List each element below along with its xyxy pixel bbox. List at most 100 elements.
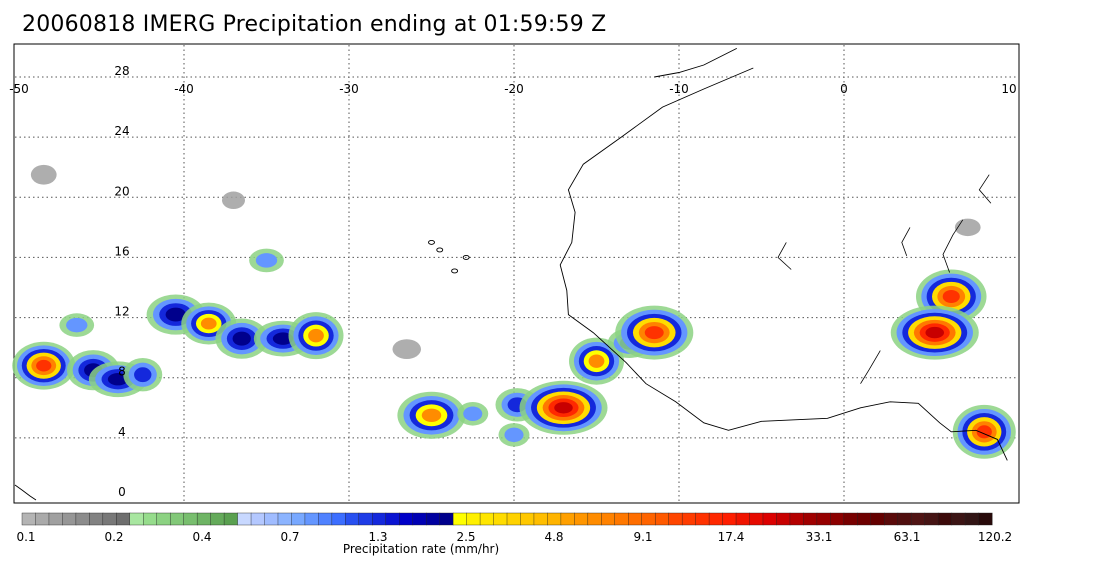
precipitation-cells xyxy=(12,164,1016,459)
colorbar-swatch xyxy=(210,512,225,526)
colorbar-tick-label: 0.1 xyxy=(16,530,35,544)
lon-tick-label: -40 xyxy=(174,82,194,96)
colorbar-tick-label: 2.5 xyxy=(456,530,475,544)
colorbar-swatch xyxy=(196,512,212,526)
precip-cell xyxy=(952,404,1016,459)
colorbar-swatch xyxy=(439,512,454,526)
colorbar-swatch xyxy=(399,512,414,526)
colorbar-swatch xyxy=(762,512,777,526)
colorbar-swatch xyxy=(681,512,697,526)
precip-cell xyxy=(397,391,466,439)
colorbar-swatch xyxy=(520,512,535,526)
colorbar-swatch xyxy=(479,512,495,526)
lat-tick-label: 24 xyxy=(114,124,129,138)
colorbar-swatch xyxy=(830,512,845,526)
island-outline xyxy=(462,254,470,260)
africa-coastline-north xyxy=(654,47,738,78)
colorbar-swatch xyxy=(21,512,36,526)
precip-cell xyxy=(215,318,269,359)
colorbar-swatch xyxy=(506,512,521,526)
colorbar-swatch xyxy=(924,512,939,526)
lon-tick-label: 0 xyxy=(840,82,848,96)
colorbar-swatch xyxy=(587,512,602,526)
colorbar-swatch xyxy=(776,512,791,526)
colorbar-swatch xyxy=(89,512,104,526)
map-title: 20060818 IMERG Precipitation ending at 0… xyxy=(22,12,607,37)
inland-water-outline xyxy=(901,227,911,257)
precip-cell xyxy=(30,164,57,185)
colorbar-swatch xyxy=(304,512,319,526)
colorbar-swatch xyxy=(789,512,804,526)
colorbar-swatch xyxy=(857,512,872,526)
lon-tick-label: -10 xyxy=(669,82,689,96)
colorbar-swatch xyxy=(601,512,616,526)
precip-cell xyxy=(954,218,981,237)
colorbar-swatch xyxy=(466,512,481,526)
colorbar-swatch xyxy=(264,512,279,526)
colorbar-tick-labels: 0.1 0.2 0.4 0.7 1.3 2.5 4.8 9.1 17.4 33.1 63.1 120.… xyxy=(16,530,1012,544)
colorbar-tick-label: 1.3 xyxy=(368,530,387,544)
colorbar-swatch xyxy=(62,512,77,526)
colorbar-swatch xyxy=(533,512,548,526)
colorbar-swatch xyxy=(372,512,387,526)
colorbar-label: Precipitation rate (mm/hr) xyxy=(343,542,499,556)
lon-tick-label: 10 xyxy=(1001,82,1016,96)
colorbar-swatch xyxy=(722,512,737,526)
colorbar-swatch xyxy=(654,512,670,526)
colorbar-swatch xyxy=(964,512,980,526)
lat-tick-label: 20 xyxy=(114,184,129,198)
colorbar-swatch xyxy=(641,512,656,526)
island-outline xyxy=(451,268,459,274)
colorbar-swatch xyxy=(951,512,966,526)
precip-cell xyxy=(498,423,530,447)
lon-tick-label: -50 xyxy=(9,82,29,96)
lat-tick-label: 8 xyxy=(118,365,126,379)
island-outline xyxy=(436,247,444,253)
precip-cell xyxy=(249,248,284,273)
colorbar-tick-label: 0.7 xyxy=(280,530,299,544)
colorbar-swatch xyxy=(116,512,131,526)
precip-cell xyxy=(890,305,979,360)
colorbar-tick-label: 9.1 xyxy=(633,530,652,544)
precip-cell xyxy=(12,341,76,390)
colorbar-swatch xyxy=(749,512,764,526)
colorbar-swatch xyxy=(560,512,575,526)
colorbar-swatch xyxy=(493,512,508,526)
precip-cell xyxy=(615,305,694,360)
precip-cell xyxy=(569,337,624,385)
colorbar-swatch xyxy=(129,512,144,526)
precip-cell xyxy=(123,358,163,392)
colorbar-tick-label: 4.8 xyxy=(544,530,563,544)
colorbar-swatch xyxy=(48,512,63,526)
colorbar-swatch xyxy=(102,512,117,526)
colorbar-swatch xyxy=(708,512,724,526)
precip-cell xyxy=(457,402,489,426)
lat-tick-label: 12 xyxy=(114,305,129,319)
colorbar-tick-label: 0.4 xyxy=(192,530,211,544)
colorbar-tick-label: 120.2 xyxy=(978,530,1012,544)
colorbar-swatch xyxy=(385,512,400,526)
colorbar-swatches xyxy=(21,512,993,526)
lat-tick-label: 4 xyxy=(118,425,126,439)
colorbar-swatch xyxy=(331,512,346,526)
coastline xyxy=(14,47,1008,501)
lon-tick-label: -20 xyxy=(504,82,524,96)
island-outline xyxy=(428,239,435,245)
colorbar-swatch xyxy=(897,512,912,526)
precip-cell xyxy=(59,313,95,337)
colorbar-swatch xyxy=(803,512,818,526)
colorbar-swatch xyxy=(978,512,993,526)
colorbar-swatch xyxy=(358,512,373,526)
colorbar-swatch xyxy=(277,512,292,526)
lat-tick-label: 28 xyxy=(114,64,129,78)
colorbar-swatch xyxy=(345,512,360,526)
colorbar-swatch xyxy=(628,512,643,526)
colorbar-swatch xyxy=(35,512,50,526)
lat-tick-label: 16 xyxy=(114,244,129,258)
colorbar-swatch xyxy=(452,512,468,526)
africa-coastline xyxy=(559,67,1008,461)
precip-cell xyxy=(222,191,245,210)
colorbar-tick-label: 0.2 xyxy=(104,530,123,544)
